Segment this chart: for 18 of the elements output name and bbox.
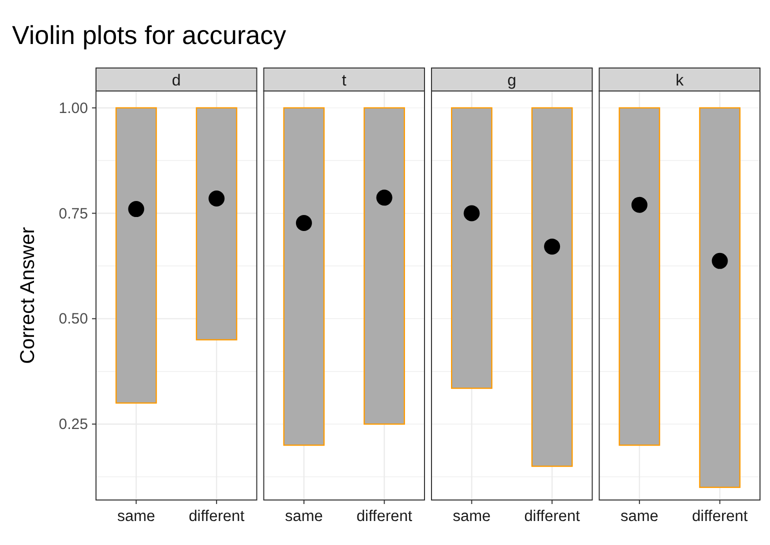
chart-title: Violin plots for accuracy	[12, 20, 286, 50]
chart-subtitle: t	[342, 72, 347, 90]
x-tick-label: different	[692, 508, 748, 525]
y-tick-label: 0.50	[58, 310, 88, 328]
y-tick-label: 0.25	[58, 416, 88, 434]
chart-subtitle: g	[507, 72, 516, 90]
chart-subtitle: d	[172, 72, 181, 90]
y-tick-label: 0.75	[58, 205, 88, 222]
x-tick-label: same	[452, 508, 491, 525]
y-tick-label: 1.00	[58, 100, 88, 117]
x-tick-label: same	[284, 508, 323, 525]
y-axis-title: Correct Answer	[17, 226, 39, 364]
chart-subtitle: k	[676, 72, 685, 90]
x-tick-label: same	[117, 508, 156, 525]
x-tick-label: different	[188, 508, 246, 525]
x-tick-label: different	[356, 508, 413, 525]
x-tick-label: different	[524, 508, 581, 525]
x-tick-label: same	[620, 508, 658, 525]
